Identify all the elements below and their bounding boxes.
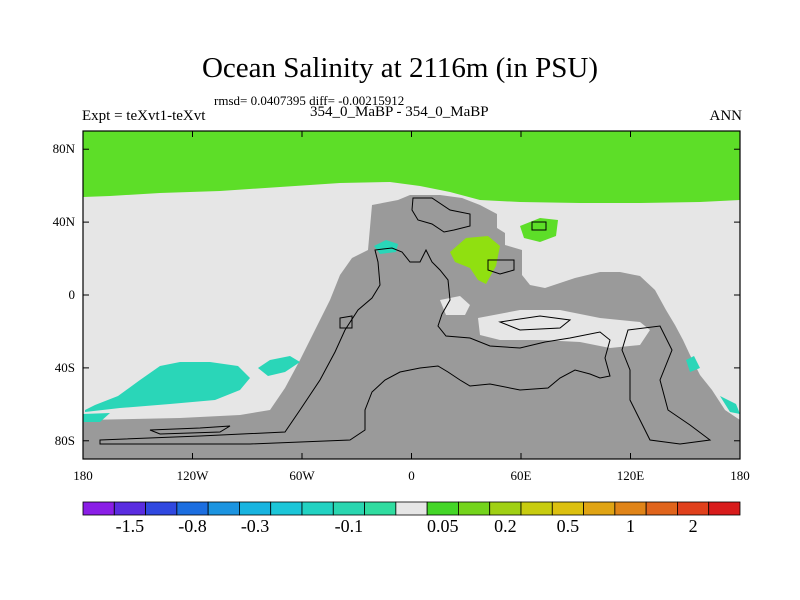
colorbar-swatch bbox=[489, 501, 522, 516]
colorbar-label: 0.5 bbox=[556, 516, 580, 536]
negative-east-indian bbox=[686, 356, 700, 372]
colorbar-swatch bbox=[176, 501, 209, 516]
x-tick-label: 60E bbox=[510, 468, 532, 483]
x-tick-label: 120E bbox=[616, 468, 645, 483]
colorbar-label: -0.8 bbox=[178, 516, 207, 536]
x-tick-label: 180 bbox=[73, 468, 93, 483]
colorbar-swatch bbox=[551, 501, 584, 516]
colorbar-swatch bbox=[645, 501, 678, 516]
colorbar-swatch bbox=[520, 501, 553, 516]
y-tick-label: 40S bbox=[54, 359, 75, 375]
colorbar-swatch bbox=[708, 501, 741, 516]
colorbar-swatch bbox=[113, 501, 146, 516]
colorbar-swatch bbox=[207, 501, 240, 516]
colorbar-swatch bbox=[677, 501, 710, 516]
colorbar-label: -0.3 bbox=[240, 516, 270, 536]
y-tick-label: 0 bbox=[68, 287, 76, 302]
colorbar-swatch bbox=[364, 501, 397, 516]
negative-west-tethys bbox=[374, 240, 398, 254]
y-tick-label: 40N bbox=[52, 214, 75, 230]
period-label: 354_0_MaBP - 354_0_MaBP bbox=[310, 104, 489, 120]
y-tick-marks bbox=[83, 148, 740, 442]
x-tick-label: 0 bbox=[408, 468, 415, 483]
stats-line: rmsd= 0.0407395 diff= -0.00215912 bbox=[214, 93, 405, 108]
colorbar-swatch bbox=[458, 501, 491, 516]
colorbar-label: 1 bbox=[626, 516, 635, 536]
land-africa-eurasia bbox=[83, 195, 740, 459]
colorbar-swatch bbox=[239, 501, 272, 516]
x-tick-label: 60W bbox=[289, 468, 315, 483]
colorbar-label: -0.1 bbox=[334, 516, 364, 536]
colorbar-swatch bbox=[332, 501, 365, 516]
y-tick-label: 80N bbox=[52, 141, 75, 157]
colorbar-swatch bbox=[426, 501, 459, 516]
colorbar-label: 2 bbox=[688, 516, 698, 536]
chart-title: Ocean Salinity at 2116m (in PSU) bbox=[201, 52, 599, 84]
land-cut-seaway-east bbox=[478, 310, 650, 348]
x-tick-label: 120W bbox=[176, 468, 209, 483]
colorbar-label: 0.05 bbox=[427, 516, 459, 536]
colorbar-swatch bbox=[301, 501, 334, 516]
negative-southern-ocean bbox=[85, 362, 250, 412]
season-label: ANN bbox=[709, 108, 743, 124]
positive-tethys-west bbox=[450, 236, 500, 284]
experiment-label: Expt = teXvt1-teXvt bbox=[82, 108, 206, 124]
colorbar-swatch bbox=[82, 501, 115, 516]
negative-east-indian-2 bbox=[720, 396, 740, 414]
colorbar-swatch bbox=[395, 501, 428, 516]
coastline-contours bbox=[99, 197, 712, 445]
colorbar-label: 0.2 bbox=[494, 516, 517, 536]
x-tick-label: 180 bbox=[730, 468, 750, 483]
negative-south-atlantic bbox=[258, 356, 300, 376]
colorbar-swatch bbox=[145, 501, 178, 516]
land-cut-tethys bbox=[440, 296, 470, 315]
arctic-positive-band bbox=[83, 131, 740, 203]
colorbar bbox=[82, 501, 741, 516]
colorbar-label: -1.5 bbox=[115, 516, 145, 536]
negative-south-pacific-strip bbox=[83, 413, 110, 422]
colorbar-swatch bbox=[583, 501, 616, 516]
y-tick-label: 80S bbox=[54, 432, 75, 448]
x-tick-marks bbox=[82, 131, 741, 459]
colorbar-swatch bbox=[614, 501, 647, 516]
colorbar-swatch bbox=[270, 501, 303, 516]
